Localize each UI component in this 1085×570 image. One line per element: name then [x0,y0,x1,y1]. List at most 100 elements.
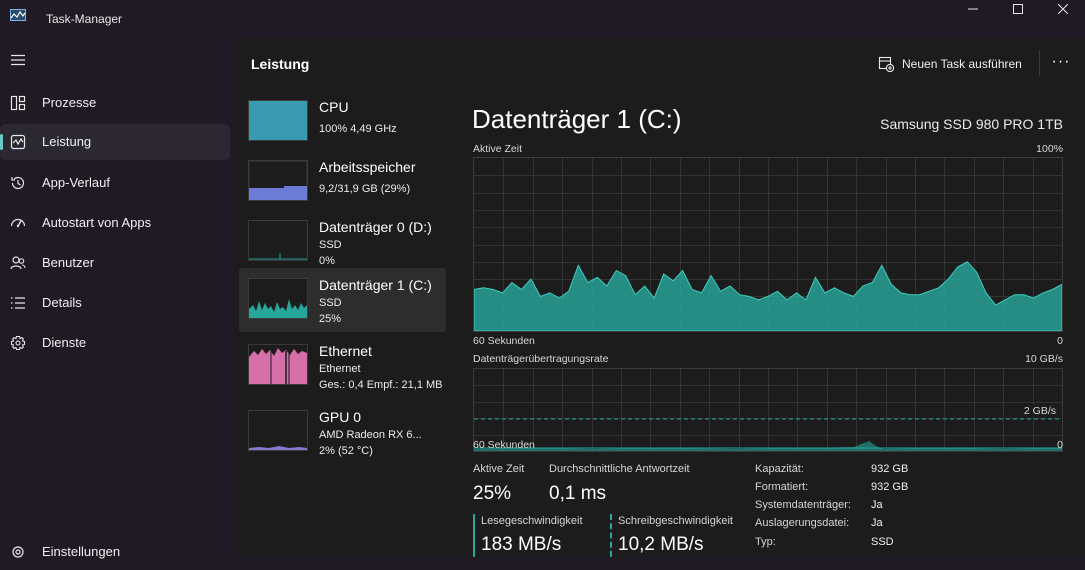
perf-item-name: CPU [319,99,349,115]
write-speed-value: 10,2 MB/s [618,534,704,555]
system-disk-label: Systemdatenträger: [755,499,851,511]
maximize-icon [1013,4,1023,14]
page-file-value: Ja [871,517,883,529]
perf-item-usage: 0% [319,255,335,267]
transfer-graph-label: Datenträgerübertragungsrate [473,353,609,365]
response-time-stat-label: Durchschnittliche Antwortzeit [549,463,690,475]
perf-item-name: GPU 0 [319,409,362,425]
perf-item-gpu[interactable]: GPU 0 AMD Radeon RX 6... 2% (52 °C) [239,400,446,464]
sidebar-item-label: Leistung [42,134,92,149]
title-bar: Task-Manager [0,0,1085,38]
transfer-graph-max: 10 GB/s [1025,353,1063,365]
disk1-thumbnail-graph [248,278,308,319]
perf-item-detail: 9,2/31,9 GB (29%) [319,183,411,195]
active-time-chart [474,158,1062,331]
active-time-graph-max: 100% [1036,143,1063,155]
perf-item-usage: 25% [319,313,342,325]
run-new-task-button[interactable]: Neuen Task ausführen [878,52,1022,76]
transfer-rate-chart [474,369,1062,451]
formatted-value: 932 GB [871,481,909,493]
sidebar-item-label: App-Verlauf [42,175,110,190]
run-new-task-label: Neuen Task ausführen [902,57,1022,71]
disk0-thumbnail-graph [248,220,308,261]
sidebar-item-label: Benutzer [42,255,95,270]
minimize-icon [968,8,978,10]
new-task-icon [878,56,894,72]
detail-device-name: Samsung SSD 980 PRO 1TB [880,116,1063,132]
details-icon [11,297,25,309]
read-speed-indicator [473,514,475,557]
perf-item-throughput: Ges.: 0,4 Empf.: 21,1 MB [319,379,443,391]
active-time-stat-label: Aktive Zeit [473,463,525,475]
type-value: SSD [871,536,894,548]
sidebar-item-label: Autostart von Apps [42,215,152,230]
system-disk-value: Ja [871,499,883,511]
close-button[interactable] [1040,0,1085,18]
sidebar-item-label: Dienste [42,335,87,350]
active-time-graph-label: Aktive Zeit [473,143,523,155]
cpu-thumbnail-graph [248,100,308,141]
history-icon [11,176,25,190]
perf-item-name: Ethernet [319,343,372,359]
page-file-label: Auslagerungsdatei: [755,517,850,529]
capacity-value: 932 GB [871,463,909,475]
transfer-graph-mid: 2 GB/s [1021,405,1058,417]
sidebar-item-startup-apps[interactable]: Autostart von Apps [0,205,230,241]
transfer-rate-graph: 2 GB/s [473,368,1063,452]
active-time-x-label: 60 Sekunden [473,335,535,347]
sidebar-item-users[interactable]: Benutzer [0,245,230,281]
maximize-button[interactable] [995,0,1041,18]
settings-gear-icon [12,546,24,558]
capacity-label: Kapazität: [755,463,804,475]
formatted-label: Formatiert: [755,481,809,493]
perf-item-model: AMD Radeon RX 6... [319,429,422,441]
performance-list: CPU 100% 4,49 GHz Arbeitsspeicher 9,2/31… [239,90,446,557]
perf-item-disk-0[interactable]: Datenträger 0 (D:) SSD 0% [239,210,446,274]
users-icon [10,256,26,270]
perf-item-ethernet[interactable]: Ethernet Ethernet Ges.: 0,4 Empf.: 21,1 … [239,334,446,398]
response-time-stat-value: 0,1 ms [549,483,607,504]
transfer-x-zero: 0 [1057,439,1063,451]
task-manager-app-icon [10,9,26,21]
performance-icon [10,134,26,150]
sidebar-item-label: Prozesse [42,95,97,110]
memory-thumbnail-graph [248,160,308,201]
sidebar-item-details[interactable]: Details [0,285,230,321]
sidebar: Prozesse Leistung App-Verlauf Autostart … [0,38,236,559]
sidebar-item-processes[interactable]: Prozesse [0,85,230,121]
processes-icon [10,95,26,111]
sidebar-item-app-history[interactable]: App-Verlauf [0,165,230,201]
active-time-graph [473,157,1063,332]
active-indicator [0,134,3,150]
perf-item-detail: 100% 4,49 GHz [319,123,397,135]
disk-detail-panel: Datenträger 1 (C:) Samsung SSD 980 PRO 1… [472,90,1085,557]
transfer-x-label: 60 Sekunden [473,439,535,451]
hamburger-menu-icon[interactable] [11,54,25,66]
perf-item-disk-1[interactable]: Datenträger 1 (C:) SSD 25% [239,268,446,332]
perf-item-type: SSD [319,297,342,309]
perf-item-name: Arbeitsspeicher [319,159,416,175]
detail-title: Datenträger 1 (C:) [472,104,682,134]
perf-item-cpu[interactable]: CPU 100% 4,49 GHz [239,90,446,154]
close-icon [1058,4,1068,14]
more-options-button[interactable]: ··· [1051,53,1071,70]
perf-item-memory[interactable]: Arbeitsspeicher 9,2/31,9 GB (29%) [239,150,446,214]
sidebar-item-performance[interactable]: Leistung [0,124,230,160]
read-speed-label: Lesegeschwindigkeit [481,515,583,527]
sidebar-item-label: Details [42,295,82,310]
ethernet-thumbnail-graph [248,344,308,385]
active-time-x-zero: 0 [1057,335,1063,347]
minimize-button[interactable] [950,0,996,18]
sidebar-item-settings[interactable]: Einstellungen [0,534,230,570]
perf-item-type: SSD [319,239,342,251]
read-speed-value: 183 MB/s [481,534,562,555]
gpu-thumbnail-graph [248,410,308,451]
perf-item-name: Datenträger 0 (D:) [319,219,432,235]
perf-item-usage: 2% (52 °C) [319,445,373,457]
active-time-area [474,261,1062,331]
sidebar-item-services[interactable]: Dienste [0,325,230,361]
services-icon [10,335,26,351]
perf-item-adapter: Ethernet [319,363,361,375]
write-speed-label: Schreibgeschwindigkeit [618,515,733,527]
app-title: Task-Manager [46,12,123,26]
